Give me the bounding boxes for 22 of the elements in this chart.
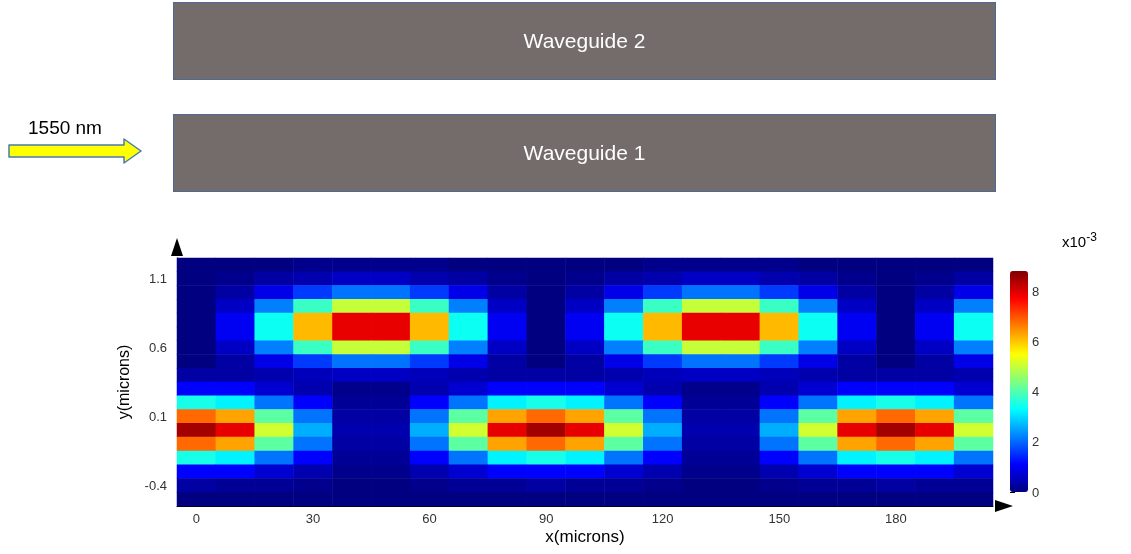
color-bar-label: 8 [1032, 283, 1040, 299]
color-bar-title: x10$^{-3}$ [1062, 230, 1097, 250]
y-tick-label: 1.1 [148, 271, 167, 287]
text: 1550 nm [28, 117, 102, 139]
y-axis-title: y(microns) [114, 344, 132, 420]
color-bar-label: 4 [1032, 384, 1040, 400]
x-axis-title: x(microns) [545, 527, 625, 546]
y-tick-label: 0.6 [148, 340, 167, 356]
y-tick-label: 0.1 [148, 408, 167, 424]
y-tick-label: -0.4 [144, 477, 167, 493]
waveguide-block: Waveguide 2 [173, 2, 996, 80]
x-tick-label: 0 [192, 511, 201, 526]
x-tick-label: 30 [305, 511, 321, 526]
x-tick-label: 120 [651, 511, 674, 526]
x-tick-label: 90 [538, 511, 554, 526]
color-bar-label: 2 [1032, 434, 1040, 450]
waveguide-block: Waveguide 1 [173, 114, 996, 192]
x-tick-label: 180 [885, 511, 907, 526]
x-tick-label: 150 [768, 511, 791, 526]
x-tick-label: 60 [422, 511, 437, 526]
color-bar-label: 0 [1032, 484, 1040, 500]
color-bar-label: 6 [1032, 333, 1040, 349]
